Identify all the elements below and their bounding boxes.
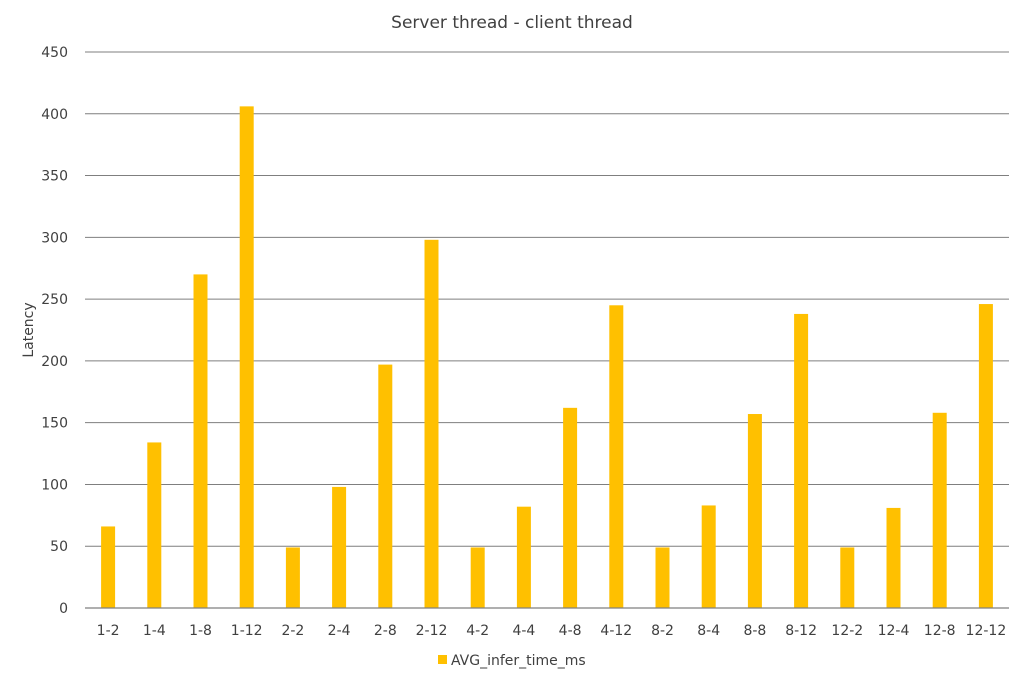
x-tick-label-12-2: 12-2 (831, 623, 863, 639)
y-tick-label-100: 100 (41, 477, 68, 493)
y-tick-label-450: 450 (41, 45, 68, 61)
x-tick-label-1-4: 1-4 (143, 623, 166, 639)
y-axis-ticks: 0 50 100 150 200 250 300 350 400 450 (41, 45, 68, 617)
bar-8-2 (655, 547, 670, 608)
bar-12-2 (840, 547, 855, 608)
x-tick-label-8-2: 8-2 (651, 623, 674, 639)
bar-4-2 (470, 547, 485, 608)
y-tick-label-0: 0 (59, 601, 68, 617)
x-axis-ticks: 1-2 1-4 1-8 1-12 2-2 2-4 2-8 2-12 4-2 4-4 4-8 4-12 8… (97, 623, 1007, 639)
chart-title: Server thread - client thread (391, 13, 633, 33)
bar-1-12 (239, 106, 254, 608)
y-tick-label-300: 300 (41, 230, 68, 246)
legend-swatch (438, 655, 447, 664)
y-tick-label-250: 250 (41, 292, 68, 308)
bar-8-8 (747, 414, 762, 608)
bars (101, 106, 993, 608)
x-tick-label-4-12: 4-12 (600, 623, 632, 639)
x-tick-label-8-12: 8-12 (785, 623, 817, 639)
bar-8-4 (701, 505, 716, 608)
legend: AVG_infer_time_ms (438, 653, 586, 669)
x-tick-label-8-4: 8-4 (697, 623, 720, 639)
x-tick-label-12-12: 12-12 (966, 623, 1007, 639)
x-tick-label-2-12: 2-12 (416, 623, 448, 639)
bar-4-12 (609, 305, 624, 608)
x-tick-label-1-2: 1-2 (97, 623, 120, 639)
bar-1-8 (193, 274, 208, 608)
bar-12-4 (886, 507, 901, 608)
bar-2-2 (285, 547, 300, 608)
gridlines (85, 51, 1009, 547)
x-tick-label-1-12: 1-12 (231, 623, 263, 639)
bar-2-12 (424, 239, 439, 608)
y-tick-label-400: 400 (41, 107, 68, 123)
x-tick-label-4-4: 4-4 (512, 623, 535, 639)
bar-4-4 (516, 506, 531, 608)
x-tick-label-12-8: 12-8 (924, 623, 956, 639)
x-tick-label-2-2: 2-2 (281, 623, 304, 639)
bar-12-12 (978, 304, 993, 608)
x-tick-label-1-8: 1-8 (189, 623, 212, 639)
y-axis-label: Latency (21, 302, 37, 357)
x-tick-label-8-8: 8-8 (743, 623, 766, 639)
legend-label: AVG_infer_time_ms (451, 653, 586, 669)
x-tick-label-12-4: 12-4 (878, 623, 910, 639)
y-tick-label-200: 200 (41, 354, 68, 370)
x-tick-label-4-2: 4-2 (466, 623, 489, 639)
bar-12-8 (932, 412, 947, 608)
bar-2-8 (378, 364, 393, 608)
bar-2-4 (332, 486, 347, 608)
bar-4-8 (563, 407, 578, 608)
x-tick-label-4-8: 4-8 (559, 623, 582, 639)
bar-1-2 (101, 526, 116, 608)
bar-1-4 (147, 442, 162, 608)
y-tick-label-150: 150 (41, 416, 68, 432)
bar-8-12 (794, 313, 809, 608)
y-tick-label-50: 50 (50, 539, 68, 555)
y-tick-label-350: 350 (41, 169, 68, 185)
x-tick-label-2-4: 2-4 (328, 623, 351, 639)
x-tick-label-2-8: 2-8 (374, 623, 397, 639)
